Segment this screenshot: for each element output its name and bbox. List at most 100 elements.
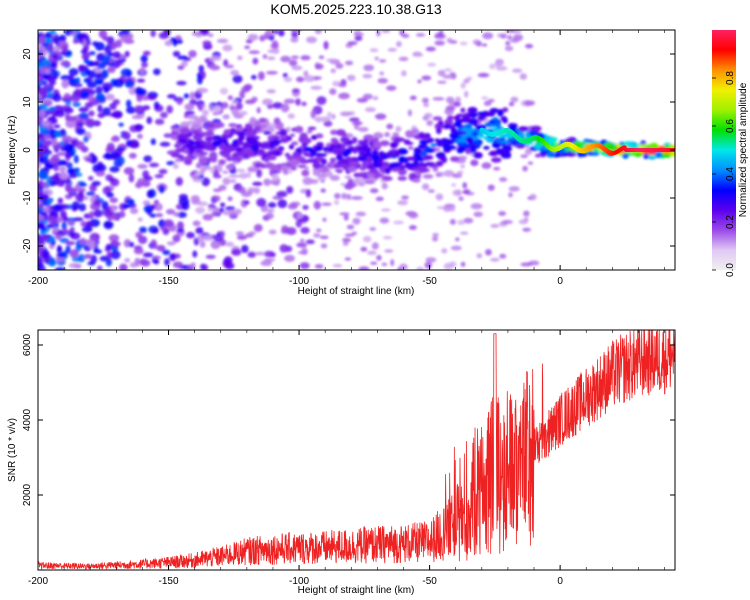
noise-cell [287,203,298,210]
noise-cell [176,80,187,86]
noise-cell [196,87,209,94]
noise-cell [50,210,59,218]
signal-cell [563,148,570,152]
signal-cell [338,159,350,165]
noise-cell [463,217,474,224]
noise-cell [276,190,288,198]
noise-cell [346,224,355,230]
noise-cell [376,254,382,261]
noise-cell [342,237,352,243]
signal-cell [366,173,375,178]
noise-cell [62,44,68,54]
signal-cell [473,151,483,159]
noise-cell [163,219,174,227]
noise-cell [280,55,291,63]
noise-cell [520,154,528,159]
noise-cell [254,251,266,256]
noise-cell [379,71,385,76]
noise-cell [302,205,309,210]
noise-cell [176,221,184,231]
signal-cell [476,111,488,116]
signal-cell [413,147,421,154]
signal-cell [500,115,508,122]
noise-cell [78,64,85,73]
signal-cell [348,161,360,167]
noise-cell [314,30,322,35]
noise-cell [164,258,170,267]
colorbar-tick-label: 0.0 [725,263,736,277]
noise-cell [208,105,214,112]
noise-cell [45,223,53,229]
noise-cell [108,234,120,242]
signal-cell [362,138,369,146]
signal-cell [272,173,279,181]
noise-cell [374,113,387,120]
noise-cell [508,186,520,192]
signal-cell [170,152,181,158]
spectrogram-panel: -200 -150 -100 -50 0 20 10 0 -10 -20 Height of st… [7,29,676,297]
signal-cell [218,146,225,150]
signal-cell [204,136,215,142]
noise-cell [369,227,377,231]
noise-cell [334,199,340,206]
signal-cell [397,175,407,181]
noise-cell [490,223,500,228]
noise-cell [109,166,120,173]
colorbar-tick-label: 0.6 [725,119,736,133]
noise-cell [365,107,376,113]
noise-cell [159,141,171,147]
noise-cell [74,167,80,173]
signal-cell [279,138,290,143]
noise-cell [358,266,370,270]
noise-cell [451,183,457,187]
noise-cell [256,107,261,114]
signal-cell [503,154,512,159]
y-tick-label: 4000 [22,408,33,431]
y-tick-label: -20 [22,238,33,253]
noise-cell [150,204,156,210]
y-tick-label: 6000 [22,333,33,356]
noise-cell [38,200,42,205]
noise-cell [199,239,204,243]
noise-cell [84,157,93,162]
signal-cell [424,146,432,151]
noise-cell [305,188,312,198]
noise-cell [200,263,209,270]
signal-cell [309,150,317,154]
noise-cell [92,41,99,47]
snr-panel: -200 -150 -100 -50 0 2000 4000 6000 Height of s… [7,329,676,596]
noise-cell [164,40,173,47]
noise-cell [41,182,50,189]
spectrogram-xlabel: Height of straight line (km) [298,286,415,297]
noise-cell [78,182,87,187]
noise-cell [384,132,391,138]
noise-cell [323,40,329,50]
noise-cell [96,62,107,70]
noise-cell [178,197,190,206]
noise-cell [363,64,375,72]
noise-cell [227,196,233,202]
signal-cell [235,126,244,132]
noise-cell [104,221,112,228]
noise-cell [134,105,145,114]
noise-cell [522,227,531,232]
noise-cell [38,103,49,108]
signal-cell [187,154,195,158]
noise-cell [148,162,160,168]
noise-cell [286,186,294,194]
noise-cell [166,161,176,166]
noise-cell [272,30,279,35]
noise-cell [60,74,71,81]
noise-cell [106,251,112,260]
signal-cell [435,160,444,167]
signal-cell [515,144,525,149]
noise-cell [495,66,508,71]
noise-cell [421,97,429,104]
noise-cell [425,257,437,263]
noise-cell [85,220,93,227]
noise-cell [421,75,432,81]
noise-cell [166,94,177,99]
noise-cell [108,177,116,183]
signal-cell [180,156,192,161]
noise-cell [241,86,251,93]
